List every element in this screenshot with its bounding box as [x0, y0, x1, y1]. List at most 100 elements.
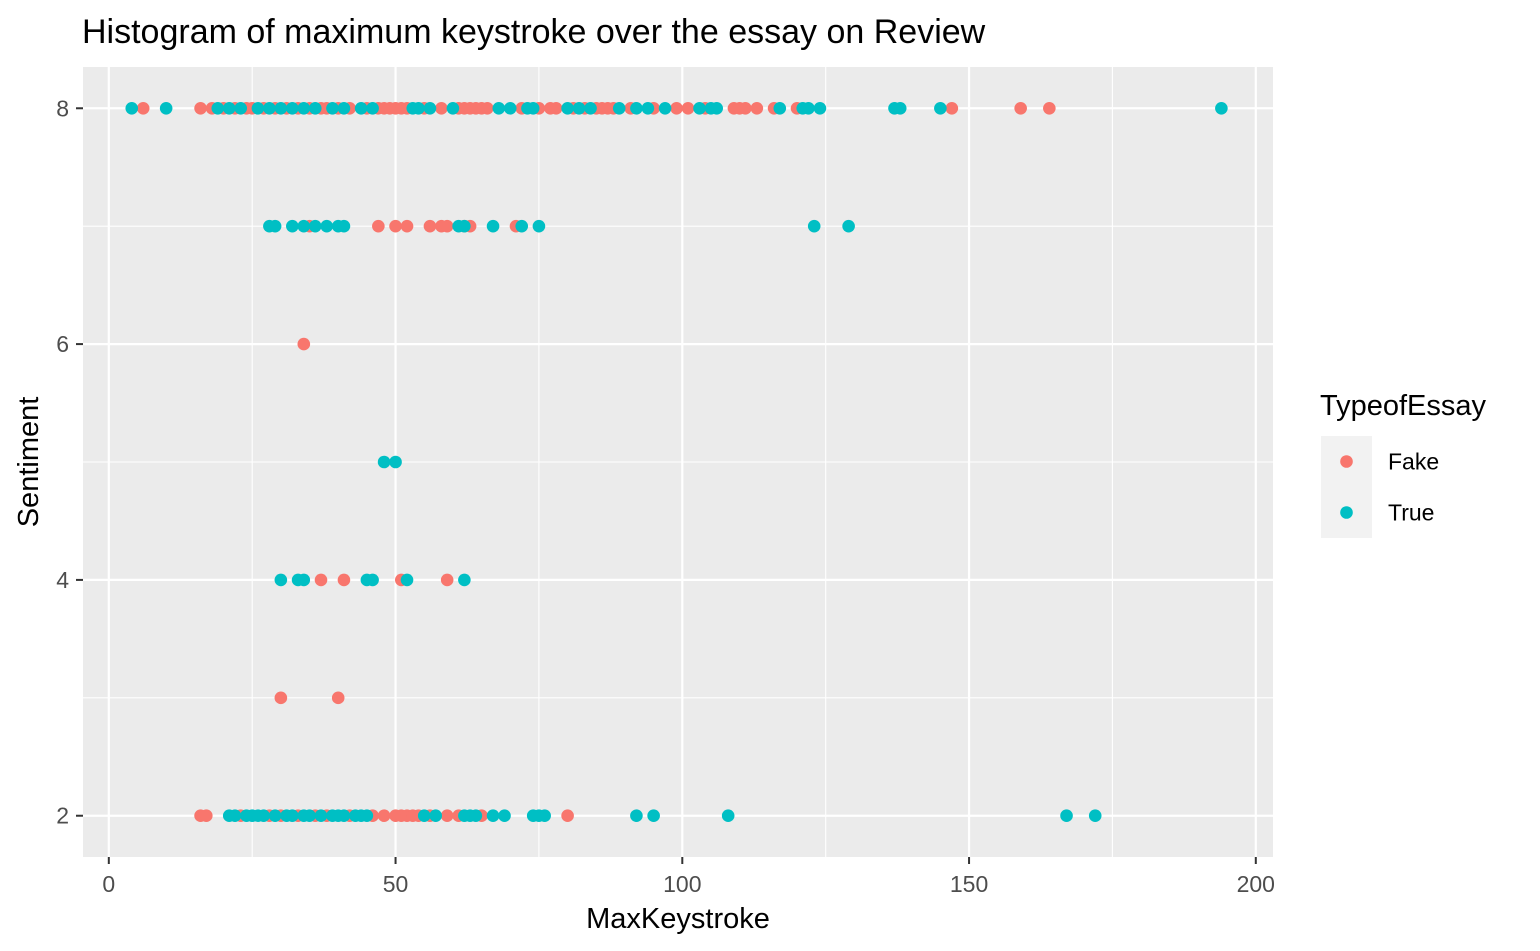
- data-point: [354, 101, 368, 115]
- y-axis-title: Sentiment: [13, 397, 45, 528]
- data-point: [492, 101, 506, 115]
- data-point: [1215, 101, 1228, 115]
- data-point: [400, 573, 414, 587]
- data-point: [813, 101, 827, 115]
- data-point: [337, 809, 351, 823]
- data-point: [1088, 809, 1102, 823]
- data-point: [498, 809, 511, 823]
- data-point: [366, 573, 379, 587]
- legend-label-fake: Fake: [1388, 449, 1439, 475]
- data-point: [331, 691, 345, 705]
- y-tick-label: 8: [56, 95, 69, 121]
- data-point: [200, 809, 213, 823]
- legend-key-point: [1340, 455, 1353, 468]
- data-point: [561, 101, 574, 115]
- data-point: [807, 219, 821, 233]
- chart-title: Histogram of maximum keystroke over the …: [82, 13, 986, 51]
- x-tick-label: 200: [1237, 871, 1275, 897]
- data-point: [561, 809, 574, 823]
- data-point: [739, 101, 752, 115]
- data-point: [268, 219, 282, 233]
- data-point: [773, 101, 787, 115]
- data-point: [503, 101, 517, 115]
- data-point: [1014, 101, 1027, 115]
- data-point: [893, 101, 907, 115]
- data-point: [222, 101, 236, 115]
- data-point: [194, 101, 207, 115]
- data-point: [458, 573, 471, 587]
- legend: TypeofEssay Fake True: [1320, 390, 1487, 538]
- data-point: [303, 809, 316, 823]
- data-point: [372, 219, 385, 233]
- data-point: [934, 101, 947, 115]
- data-points: [125, 101, 1228, 823]
- data-point: [440, 809, 454, 823]
- data-point: [308, 219, 322, 233]
- legend-label-true: True: [1388, 500, 1434, 526]
- data-point: [251, 101, 265, 115]
- series-true: [125, 101, 1228, 823]
- data-point: [681, 101, 695, 115]
- data-point: [377, 809, 391, 823]
- data-point: [429, 809, 442, 823]
- data-point: [647, 809, 660, 823]
- data-point: [486, 219, 500, 233]
- data-point: [274, 691, 288, 705]
- x-tick-label: 0: [102, 871, 115, 897]
- y-tick-label: 4: [56, 567, 69, 593]
- y-axis-ticks: 2 4 6 8: [56, 95, 83, 829]
- data-point: [670, 101, 683, 115]
- data-point: [532, 219, 546, 233]
- y-tick-label: 2: [56, 803, 69, 829]
- data-point: [136, 101, 150, 115]
- y-tick-label: 6: [56, 331, 69, 357]
- data-point: [400, 219, 414, 233]
- data-point: [440, 219, 454, 233]
- data-point: [320, 219, 334, 233]
- data-point: [337, 219, 351, 233]
- data-point: [297, 573, 311, 587]
- data-point: [274, 573, 288, 587]
- data-point: [423, 101, 437, 115]
- data-point: [228, 809, 242, 823]
- x-tick-label: 100: [663, 871, 701, 897]
- data-point: [286, 809, 299, 823]
- x-tick-label: 150: [950, 871, 988, 897]
- data-point: [297, 101, 311, 115]
- data-point: [435, 101, 448, 115]
- data-point: [263, 101, 276, 115]
- data-point: [360, 809, 374, 823]
- data-point: [440, 573, 454, 587]
- data-point: [630, 809, 643, 823]
- data-point: [337, 573, 351, 587]
- data-point: [377, 455, 391, 469]
- data-point: [234, 101, 248, 115]
- data-point: [257, 809, 270, 823]
- data-point: [658, 101, 672, 115]
- data-point: [337, 101, 351, 115]
- x-axis-title: MaxKeystroke: [586, 903, 770, 935]
- data-point: [1043, 101, 1056, 115]
- data-point: [446, 101, 460, 115]
- minor-gridlines: [83, 67, 1273, 857]
- data-point: [526, 101, 540, 115]
- data-point: [945, 101, 959, 115]
- data-point: [458, 219, 471, 233]
- data-point: [612, 101, 626, 115]
- data-point: [710, 101, 724, 115]
- data-point: [412, 101, 425, 115]
- data-point: [314, 573, 328, 587]
- data-point: [572, 101, 586, 115]
- data-point: [389, 219, 402, 233]
- data-point: [842, 219, 855, 233]
- x-axis-ticks: 0 50 100 150 200: [102, 857, 1275, 897]
- data-point: [721, 809, 735, 823]
- data-point: [314, 809, 328, 823]
- data-point: [417, 809, 431, 823]
- legend-key-point: [1340, 506, 1353, 519]
- data-point: [481, 101, 494, 115]
- data-point: [423, 219, 437, 233]
- data-point: [125, 101, 139, 115]
- data-point: [366, 101, 379, 115]
